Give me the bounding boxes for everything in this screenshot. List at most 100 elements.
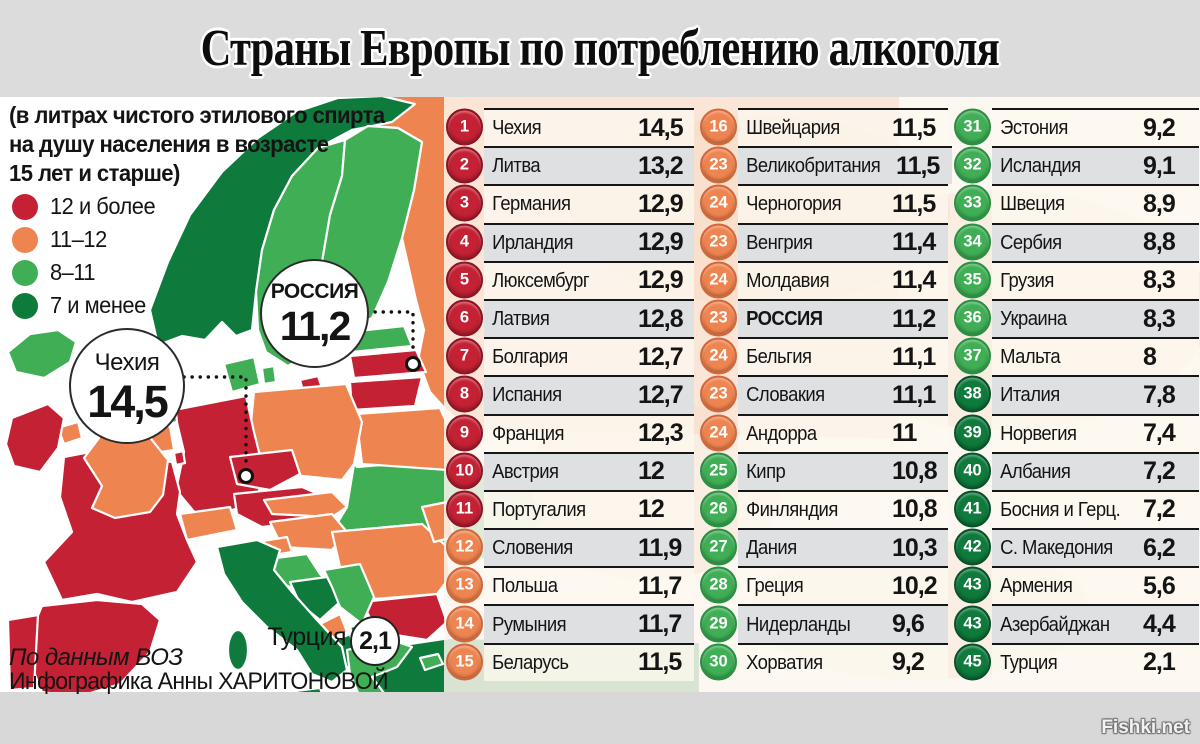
unit-note-line: на душу населения в возрасте	[9, 131, 329, 158]
rank-row-Болгария: 7 Болгария 12,7	[446, 337, 694, 376]
russia-callout: РОССИЯ 11,2	[260, 259, 369, 368]
country-name: Азербайджан	[1000, 612, 1110, 636]
rank-badge: 2	[446, 146, 483, 184]
country-name: Нидерланды	[746, 612, 851, 636]
consumption-value: 11,4	[892, 266, 936, 295]
russia-callout-name: РОССИЯ	[270, 280, 359, 303]
country-name: Сербия	[1000, 230, 1062, 254]
country-name: Кипр	[746, 459, 786, 483]
rank-row-Молдавия: 24 Молдавия 11,4	[700, 260, 948, 299]
consumption-value: 12,7	[638, 342, 684, 371]
rank-row-body: Словакия 11,1	[738, 375, 948, 414]
rank-row-Кипр: 25 Кипр 10,8	[700, 451, 948, 490]
rank-row-Дания: 27 Дания 10,3	[700, 528, 948, 567]
rank-row-Эстония: 31 Эстония 9,2	[954, 108, 1199, 147]
consumption-value: 11,1	[892, 380, 936, 409]
country-name: Испания	[492, 383, 562, 407]
country-name: Мальта	[1000, 345, 1061, 369]
rank-row-body: Исландия 9,1	[992, 146, 1199, 185]
consumption-value: 5,6	[1143, 571, 1176, 600]
rank-row-body: Молдавия 11,4	[738, 260, 948, 299]
russia-callout-value: 11,2	[279, 303, 352, 349]
consumption-value: 9,6	[892, 610, 925, 639]
country-name: Молдавия	[746, 268, 830, 292]
czech-map-marker	[238, 468, 254, 484]
rank-row-body: Финляндия 10,8	[738, 489, 948, 529]
turkey-callout-name: Турция	[267, 623, 346, 651]
rank-badge: 33	[954, 184, 991, 222]
country-name: Швейцария	[746, 116, 840, 140]
legend-dot-green	[12, 259, 38, 286]
rank-row-body: Албания 7,2	[992, 451, 1199, 490]
country-name: Швеция	[1000, 192, 1065, 216]
rank-row-Латвия: 6 Латвия 12,8	[446, 298, 694, 338]
consumption-value: 9,2	[1143, 113, 1176, 142]
consumption-value: 7,2	[1143, 457, 1176, 486]
rank-row-body: Кипр 10,8	[738, 451, 948, 490]
rank-row-С. Македония: 42 С. Македония 6,2	[954, 528, 1199, 567]
consumption-value: 11,1	[892, 342, 936, 371]
consumption-value: 2,1	[1143, 648, 1176, 677]
rank-badge: 43	[954, 605, 991, 643]
rank-badge: 32	[954, 146, 991, 184]
rank-badge: 15	[446, 643, 483, 681]
rank-badge: 37	[954, 337, 991, 375]
rank-badge: 10	[446, 452, 483, 490]
country-name: Черногория	[746, 192, 842, 216]
rank-badge: 3	[446, 184, 483, 222]
consumption-value: 12,9	[638, 228, 684, 257]
country-name: Норвегия	[1000, 421, 1077, 445]
rank-row-Ирландия: 4 Ирландия 12,9	[446, 222, 694, 261]
rank-row-Норвегия: 39 Норвегия 7,4	[954, 413, 1199, 452]
consumption-value: 8	[1143, 342, 1157, 371]
czech-callout: Чехия 14,5	[69, 328, 185, 444]
rank-row-Германия: 3 Германия 12,9	[446, 184, 694, 223]
rank-row-body: Греция 10,2	[738, 566, 948, 605]
country-name: Португалия	[492, 497, 586, 521]
rank-badge: 4	[446, 223, 483, 261]
rank-row-body: Мальта 8	[992, 337, 1199, 376]
legend-label: 11–12	[50, 226, 107, 252]
rank-row-Люксембург: 5 Люксембург 12,9	[446, 260, 694, 299]
rank-badge: 23	[700, 146, 737, 184]
legend-item-orange: 11–12	[12, 223, 161, 256]
rank-badge: 23	[700, 375, 737, 413]
country-name: Италия	[1000, 383, 1060, 407]
country-name: Франция	[492, 421, 564, 445]
rank-badge: 5	[446, 261, 483, 299]
rank-row-body: Армения 5,6	[992, 566, 1199, 605]
rank-row-body: Португалия 12	[484, 489, 694, 529]
rank-row-body: Германия 12,9	[484, 184, 694, 223]
rank-row-body: Испания 12,7	[484, 375, 694, 414]
country-iceland	[6, 328, 78, 380]
czech-callout-name: Чехия	[94, 348, 160, 376]
country-name: Грузия	[1000, 268, 1054, 292]
legend-label: 8–11	[50, 259, 96, 285]
rank-badge: 8	[446, 375, 483, 413]
country-name: Австрия	[492, 459, 559, 483]
country-name: Турция	[1000, 650, 1058, 674]
czech-callout-value: 14,5	[87, 375, 169, 427]
consumption-value: 12,8	[638, 304, 684, 333]
rank-row-Албания: 40 Албания 7,2	[954, 451, 1199, 490]
rank-badge: 24	[700, 261, 737, 299]
rank-row-Мальта: 37 Мальта 8	[954, 337, 1199, 376]
rank-row-body: Бельгия 11,1	[738, 337, 948, 376]
country-name: Польша	[492, 574, 558, 598]
rank-row-Словения: 12 Словения 11,9	[446, 528, 694, 567]
rank-badge: 24	[700, 414, 737, 452]
consumption-value: 10,3	[892, 533, 938, 562]
rank-row-Италия: 38 Италия 7,8	[954, 375, 1199, 414]
country-name: Босния и Герц.	[1000, 497, 1121, 521]
country-name: Албания	[1000, 459, 1071, 483]
rank-row-Австрия: 10 Австрия 12	[446, 451, 694, 490]
rank-row-Швеция: 33 Швеция 8,9	[954, 184, 1199, 223]
country-cyprus	[418, 652, 445, 672]
russia-map-marker	[405, 356, 421, 372]
country-name: Великобритания	[746, 154, 881, 178]
rank-row-body: Беларусь 11,5	[484, 642, 694, 681]
rank-row-body: Ирландия 12,9	[484, 222, 694, 261]
country-name: Германия	[492, 192, 571, 216]
rank-row-Хорватия: 30 Хорватия 9,2	[700, 642, 948, 681]
rank-row-body: Франция 12,3	[484, 413, 694, 452]
